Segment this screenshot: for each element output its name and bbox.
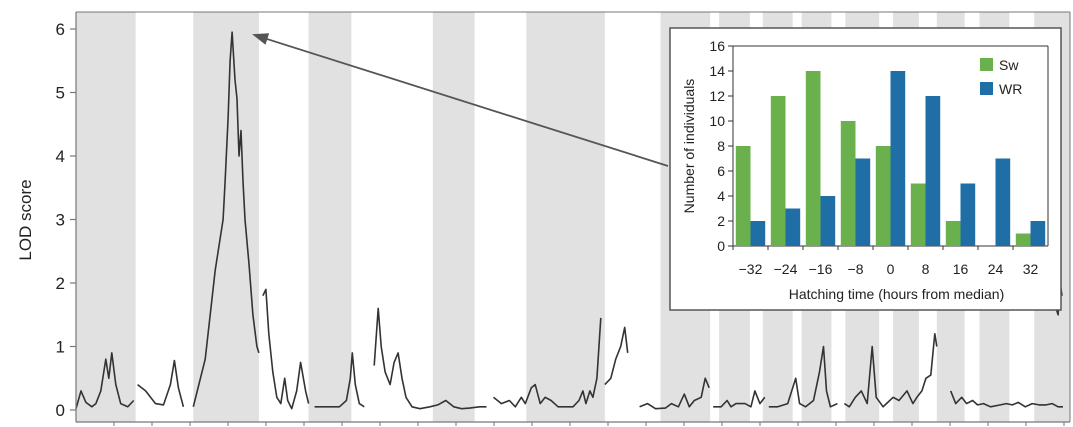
bar-sw [805, 71, 821, 246]
bar-wr [1030, 221, 1046, 246]
bar-wr [785, 208, 801, 246]
bar-sw [735, 146, 751, 246]
arrow-line [257, 35, 669, 167]
inset-x-tick-label: −8 [848, 261, 864, 277]
chromosome-band [193, 12, 259, 422]
inset-y-tick-label: 2 [717, 213, 725, 229]
lod-line-segment [843, 333, 938, 408]
lod-line-segment [262, 288, 310, 410]
inset-x-tick-label: 24 [988, 261, 1004, 277]
inset-y-tick-label: 8 [717, 138, 725, 154]
legend-label-sw: Sw [999, 57, 1019, 73]
bar-sw [945, 221, 961, 246]
inset-y-tick-label: 0 [717, 238, 725, 254]
legend-swatch-sw [980, 58, 993, 71]
lod-line-segment [75, 352, 135, 409]
bar-wr [960, 183, 976, 246]
chromosome-band [308, 12, 352, 422]
chromosome-band [432, 12, 475, 422]
lod-lines [75, 31, 1063, 410]
y-tick-label: 4 [56, 147, 65, 166]
inset-y-tick-label: 6 [717, 163, 725, 179]
bar-wr [925, 96, 941, 246]
bar-sw [910, 183, 926, 246]
inset-x-axis-label: Hatching time (hours from median) [789, 286, 1005, 302]
bar-wr [855, 158, 871, 246]
bar-wr [820, 196, 836, 246]
y-tick-label: 3 [56, 211, 65, 230]
bar-sw [875, 146, 891, 246]
arrow-head [252, 33, 270, 45]
inset-x-tick-label: 32 [1023, 261, 1039, 277]
lod-line-segment [604, 326, 629, 386]
lod-line-segment [713, 390, 766, 408]
inset-y-tick-label: 12 [709, 88, 725, 104]
lod-line-segment [314, 352, 365, 408]
bar-wr [890, 71, 906, 246]
bar-wr [995, 158, 1011, 246]
y-tick-label: 6 [56, 20, 65, 39]
inset-x-tick-label: 0 [887, 261, 895, 277]
inset-x-tick-label: 16 [953, 261, 969, 277]
lod-line-segment [192, 31, 260, 407]
inset-y-tick-label: 10 [709, 113, 725, 129]
y-tick-label: 0 [56, 401, 65, 420]
legend-label-wr: WR [999, 81, 1022, 97]
y-tick-label: 2 [56, 274, 65, 293]
bar-sw [1015, 233, 1031, 246]
y-tick-label: 1 [56, 338, 65, 357]
inset-x-tick-label: −24 [774, 261, 798, 277]
bar-sw [840, 121, 856, 246]
chromosome-band [76, 12, 136, 422]
lod-line-segment [639, 377, 710, 410]
chromosome-band [526, 12, 605, 422]
lod-line-segment [137, 359, 185, 408]
lod-line-segment [768, 345, 838, 408]
inset-x-tick-label: −32 [739, 261, 763, 277]
inset-x-tick-label: 8 [922, 261, 930, 277]
bar-wr [750, 221, 766, 246]
lod-line-segment [493, 317, 602, 408]
arrow [252, 33, 669, 167]
inset-y-axis-label: Number of individuals [681, 79, 697, 214]
bar-sw [770, 96, 786, 246]
inset-y-tick-label: 16 [709, 38, 725, 54]
inset-y-tick-label: 4 [717, 188, 725, 204]
y-tick-label: 5 [56, 84, 65, 103]
inset-y-tick-label: 14 [709, 63, 725, 79]
y-axis-label: LOD score [16, 179, 35, 260]
lod-line-segment [949, 390, 1063, 408]
lod-line-segment [373, 307, 487, 410]
inset-x-tick-label: −16 [809, 261, 833, 277]
legend-swatch-wr [980, 82, 993, 95]
